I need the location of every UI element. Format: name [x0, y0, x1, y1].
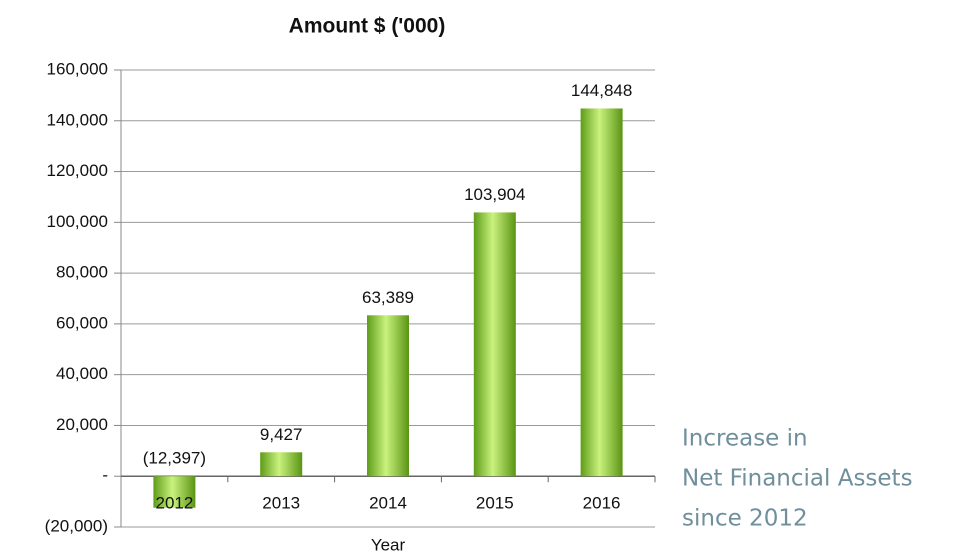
annotation: Increase in	[682, 426, 808, 452]
bar	[473, 212, 516, 477]
bar	[580, 108, 623, 477]
y-tick-label: 160,000	[47, 59, 108, 78]
bar	[367, 315, 409, 477]
y-tick-label: 140,000	[47, 110, 108, 129]
x-tick-label: 2014	[369, 494, 407, 513]
annotation: since 2012	[682, 506, 808, 532]
y-tick-label: 40,000	[56, 364, 108, 383]
x-tick-label: 2016	[583, 494, 621, 513]
data-label: 9,427	[260, 425, 303, 444]
y-tick-label: 20,000	[56, 415, 108, 434]
data-label: 63,389	[362, 288, 414, 307]
data-label: 144,848	[571, 81, 632, 100]
y-tick-label: 120,000	[47, 161, 108, 180]
x-tick-label: 2015	[476, 494, 514, 513]
bar	[260, 452, 303, 477]
chart-title: Amount $ ('000)	[289, 15, 446, 38]
x-axis-label: Year	[371, 535, 406, 554]
annotation: Net Financial Assets	[682, 466, 913, 492]
y-tick-label: 80,000	[56, 263, 108, 282]
data-label: 103,904	[464, 185, 525, 204]
data-label: (12,397)	[143, 449, 206, 468]
x-tick-label: 2013	[262, 494, 300, 513]
x-tick-label: 2012	[155, 494, 193, 513]
y-tick-label: (20,000)	[45, 516, 108, 535]
bar	[153, 476, 196, 508]
y-tick-label: 60,000	[56, 313, 108, 332]
y-tick-label: -	[102, 466, 108, 485]
y-tick-label: 100,000	[47, 212, 108, 231]
